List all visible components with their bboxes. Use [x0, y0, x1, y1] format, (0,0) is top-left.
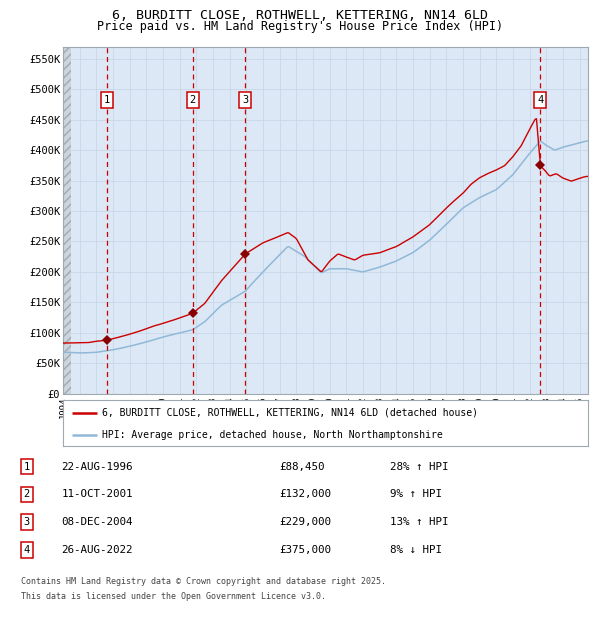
Text: 2: 2	[190, 95, 196, 105]
Text: 13% ↑ HPI: 13% ↑ HPI	[391, 517, 449, 528]
Text: 6, BURDITT CLOSE, ROTHWELL, KETTERING, NN14 6LD: 6, BURDITT CLOSE, ROTHWELL, KETTERING, N…	[112, 9, 488, 22]
Text: Price paid vs. HM Land Registry's House Price Index (HPI): Price paid vs. HM Land Registry's House …	[97, 20, 503, 33]
Text: 9% ↑ HPI: 9% ↑ HPI	[391, 489, 442, 500]
Text: This data is licensed under the Open Government Licence v3.0.: This data is licensed under the Open Gov…	[21, 592, 326, 601]
Text: 26-AUG-2022: 26-AUG-2022	[61, 545, 133, 556]
Text: 11-OCT-2001: 11-OCT-2001	[61, 489, 133, 500]
Text: 3: 3	[23, 517, 29, 528]
Text: 08-DEC-2004: 08-DEC-2004	[61, 517, 133, 528]
Text: £375,000: £375,000	[280, 545, 332, 556]
Text: 1: 1	[104, 95, 110, 105]
Text: 4: 4	[537, 95, 544, 105]
Text: Contains HM Land Registry data © Crown copyright and database right 2025.: Contains HM Land Registry data © Crown c…	[21, 577, 386, 586]
Text: 4: 4	[23, 545, 29, 556]
Text: 2: 2	[23, 489, 29, 500]
Text: 6, BURDITT CLOSE, ROTHWELL, KETTERING, NN14 6LD (detached house): 6, BURDITT CLOSE, ROTHWELL, KETTERING, N…	[103, 408, 478, 418]
Text: 8% ↓ HPI: 8% ↓ HPI	[391, 545, 442, 556]
Text: 22-AUG-1996: 22-AUG-1996	[61, 461, 133, 472]
Text: HPI: Average price, detached house, North Northamptonshire: HPI: Average price, detached house, Nort…	[103, 430, 443, 440]
Text: 3: 3	[242, 95, 248, 105]
Text: 1: 1	[23, 461, 29, 472]
Text: £88,450: £88,450	[280, 461, 325, 472]
Text: £132,000: £132,000	[280, 489, 332, 500]
Text: 28% ↑ HPI: 28% ↑ HPI	[391, 461, 449, 472]
Text: £229,000: £229,000	[280, 517, 332, 528]
